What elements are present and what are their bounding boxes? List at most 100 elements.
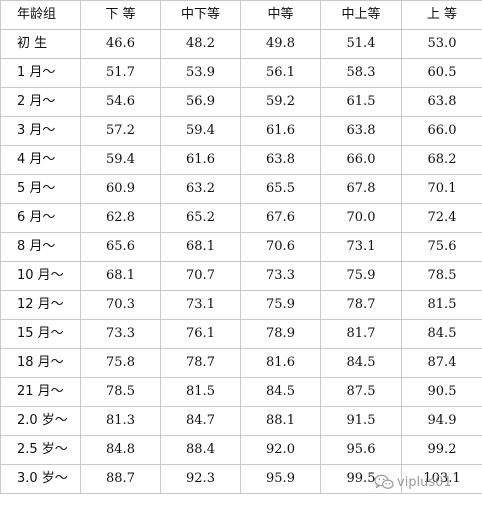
table-body: 初 生 46.6 48.2 49.8 51.4 53.0 1 月～ 51.7 53.9 56.1 5… [0, 29, 482, 494]
value-cell-low: 88.7 [80, 464, 161, 494]
table-header: 年龄组 下 等 中下等 中等 中上等 上 等 [0, 0, 482, 30]
age-group-cell: 21 月～ [0, 377, 81, 407]
value-cell-middle: 84.5 [240, 377, 321, 407]
column-header-middle: 中等 [240, 0, 321, 30]
value-cell-low: 73.3 [80, 319, 161, 349]
table-row: 2.5 岁～ 84.8 88.4 92.0 95.6 99.2 [0, 435, 482, 465]
value-cell-high: 81.5 [401, 290, 482, 320]
value-cell-middle: 92.0 [240, 435, 321, 465]
table-row: 6 月～ 62.8 65.2 67.6 70.0 72.4 [0, 203, 482, 233]
value-cell-low: 81.3 [80, 406, 161, 436]
value-cell-low: 70.3 [80, 290, 161, 320]
age-group-cell: 10 月～ [0, 261, 81, 291]
value-cell-middle: 49.8 [240, 29, 321, 59]
value-cell-middle: 78.9 [240, 319, 321, 349]
value-cell-low: 68.1 [80, 261, 161, 291]
value-cell-lower-middle: 56.9 [160, 87, 241, 117]
value-cell-lower-middle: 84.7 [160, 406, 241, 436]
value-cell-lower-middle: 61.6 [160, 145, 241, 175]
value-cell-lower-middle: 78.7 [160, 348, 241, 378]
value-cell-high: 103.1 [401, 464, 482, 494]
age-group-cell: 4 月～ [0, 145, 81, 175]
value-cell-upper-middle: 66.0 [320, 145, 402, 175]
table-row: 4 月～ 59.4 61.6 63.8 66.0 68.2 [0, 145, 482, 175]
table-row: 12 月～ 70.3 73.1 75.9 78.7 81.5 [0, 290, 482, 320]
value-cell-upper-middle: 81.7 [320, 319, 402, 349]
age-group-cell: 5 月～ [0, 174, 81, 204]
column-header-upper-middle: 中上等 [320, 0, 402, 30]
table-row: 初 生 46.6 48.2 49.8 51.4 53.0 [0, 29, 482, 59]
value-cell-upper-middle: 84.5 [320, 348, 402, 378]
age-group-cell: 12 月～ [0, 290, 81, 320]
value-cell-low: 60.9 [80, 174, 161, 204]
value-cell-middle: 95.9 [240, 464, 321, 494]
table-row: 5 月～ 60.9 63.2 65.5 67.8 70.1 [0, 174, 482, 204]
value-cell-upper-middle: 87.5 [320, 377, 402, 407]
age-group-cell: 3.0 岁～ [0, 464, 81, 494]
value-cell-low: 75.8 [80, 348, 161, 378]
value-cell-low: 59.4 [80, 145, 161, 175]
value-cell-high: 84.5 [401, 319, 482, 349]
age-group-cell: 15 月～ [0, 319, 81, 349]
value-cell-low: 51.7 [80, 58, 161, 88]
table-row: 15 月～ 73.3 76.1 78.9 81.7 84.5 [0, 319, 482, 349]
value-cell-middle: 70.6 [240, 232, 321, 262]
value-cell-upper-middle: 75.9 [320, 261, 402, 291]
value-cell-high: 94.9 [401, 406, 482, 436]
value-cell-high: 60.5 [401, 58, 482, 88]
value-cell-lower-middle: 68.1 [160, 232, 241, 262]
value-cell-low: 54.6 [80, 87, 161, 117]
value-cell-upper-middle: 91.5 [320, 406, 402, 436]
value-cell-low: 46.6 [80, 29, 161, 59]
age-group-cell: 2.0 岁～ [0, 406, 81, 436]
value-cell-upper-middle: 67.8 [320, 174, 402, 204]
age-group-cell: 2.5 岁～ [0, 435, 81, 465]
value-cell-high: 99.2 [401, 435, 482, 465]
value-cell-middle: 67.6 [240, 203, 321, 233]
value-cell-high: 63.8 [401, 87, 482, 117]
column-header-lower-middle: 中下等 [160, 0, 241, 30]
table-row: 18 月～ 75.8 78.7 81.6 84.5 87.4 [0, 348, 482, 378]
column-header-age-group: 年龄组 [0, 0, 81, 30]
value-cell-upper-middle: 73.1 [320, 232, 402, 262]
value-cell-upper-middle: 78.7 [320, 290, 402, 320]
value-cell-high: 68.2 [401, 145, 482, 175]
value-cell-high: 90.5 [401, 377, 482, 407]
value-cell-middle: 88.1 [240, 406, 321, 436]
age-group-cell: 2 月～ [0, 87, 81, 117]
value-cell-high: 75.6 [401, 232, 482, 262]
table-row: 2 月～ 54.6 56.9 59.2 61.5 63.8 [0, 87, 482, 117]
value-cell-high: 70.1 [401, 174, 482, 204]
column-header-high: 上 等 [401, 0, 482, 30]
age-group-cell: 1 月～ [0, 58, 81, 88]
age-group-cell: 初 生 [0, 29, 81, 59]
table-row: 2.0 岁～ 81.3 84.7 88.1 91.5 94.9 [0, 406, 482, 436]
value-cell-lower-middle: 76.1 [160, 319, 241, 349]
value-cell-lower-middle: 53.9 [160, 58, 241, 88]
value-cell-middle: 61.6 [240, 116, 321, 146]
value-cell-low: 62.8 [80, 203, 161, 233]
value-cell-lower-middle: 73.1 [160, 290, 241, 320]
value-cell-lower-middle: 88.4 [160, 435, 241, 465]
value-cell-middle: 59.2 [240, 87, 321, 117]
age-group-cell: 6 月～ [0, 203, 81, 233]
value-cell-upper-middle: 61.5 [320, 87, 402, 117]
value-cell-middle: 75.9 [240, 290, 321, 320]
value-cell-lower-middle: 48.2 [160, 29, 241, 59]
value-cell-lower-middle: 92.3 [160, 464, 241, 494]
value-cell-high: 78.5 [401, 261, 482, 291]
value-cell-upper-middle: 63.8 [320, 116, 402, 146]
header-row: 年龄组 下 等 中下等 中等 中上等 上 等 [0, 0, 482, 30]
value-cell-upper-middle: 51.4 [320, 29, 402, 59]
age-group-cell: 8 月～ [0, 232, 81, 262]
value-cell-low: 57.2 [80, 116, 161, 146]
table-row: 3 月～ 57.2 59.4 61.6 63.8 66.0 [0, 116, 482, 146]
value-cell-low: 65.6 [80, 232, 161, 262]
value-cell-lower-middle: 70.7 [160, 261, 241, 291]
value-cell-upper-middle: 58.3 [320, 58, 402, 88]
value-cell-upper-middle: 95.6 [320, 435, 402, 465]
value-cell-upper-middle: 70.0 [320, 203, 402, 233]
value-cell-low: 84.8 [80, 435, 161, 465]
value-cell-middle: 56.1 [240, 58, 321, 88]
value-cell-middle: 81.6 [240, 348, 321, 378]
